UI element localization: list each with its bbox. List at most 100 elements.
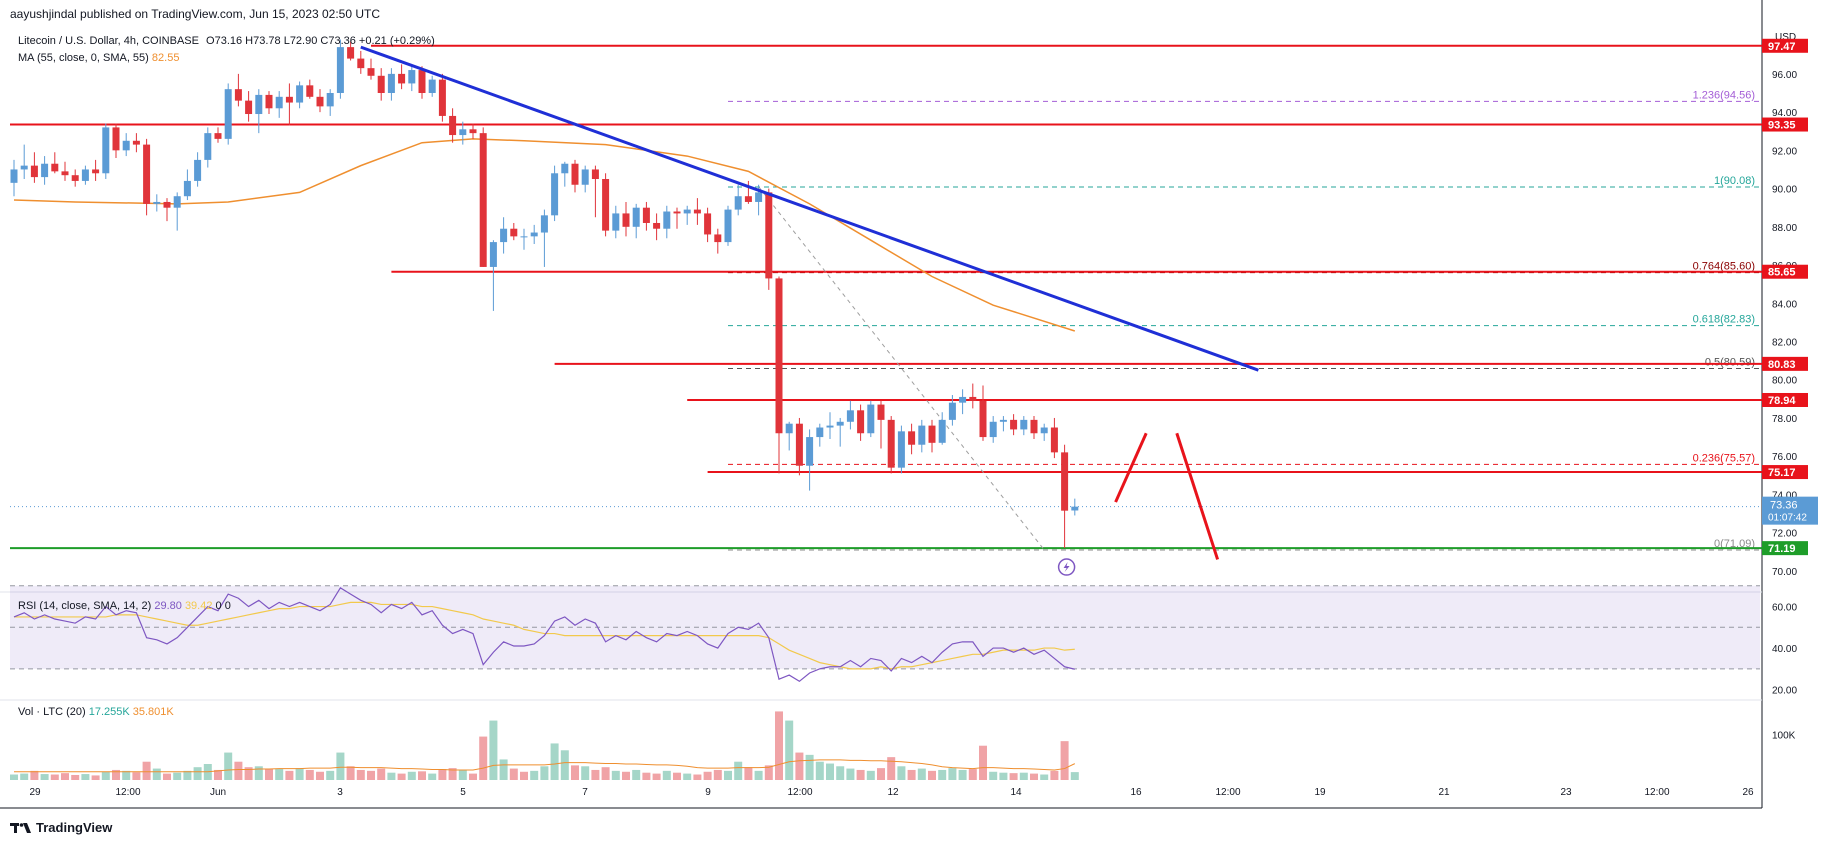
- volume-bar: [530, 770, 539, 780]
- level-price-badge: [1762, 465, 1808, 480]
- candle-body: [438, 79, 446, 116]
- volume-bar: [367, 770, 375, 780]
- candle-body: [41, 163, 49, 178]
- time-tick-label: 5: [460, 787, 466, 798]
- level-price-badge: [1762, 38, 1808, 53]
- candle-body: [387, 73, 395, 93]
- volume-bar: [1060, 741, 1069, 780]
- candle-body: [296, 85, 304, 103]
- candle-body: [132, 140, 140, 145]
- volume-bar: [856, 769, 865, 780]
- candle-body: [1030, 419, 1038, 434]
- volume-bar: [775, 711, 783, 780]
- volume-bar: [81, 774, 90, 780]
- volume-bar: [377, 768, 386, 780]
- bearish-trendline: [360, 45, 1259, 372]
- volume-legend-ma-value: 35.801K: [132, 706, 174, 718]
- volume-bar: [193, 767, 202, 780]
- volume-bar: [979, 745, 987, 780]
- volume-bar: [1009, 773, 1018, 780]
- volume-bar: [305, 769, 314, 780]
- time-tick-label: 3: [337, 787, 343, 798]
- volume-legend-label: Vol · LTC (20): [18, 706, 86, 718]
- candle-body: [663, 211, 671, 229]
- candle-body: [204, 133, 212, 160]
- current-price-badge: [1762, 496, 1818, 525]
- time-tick-label: 12:00: [1215, 787, 1240, 798]
- volume-bar: [275, 769, 284, 780]
- candle-body: [408, 70, 416, 84]
- rsi-legend: RSI (14, close, SMA, 14, 2) 29.80 39.42 …: [18, 600, 231, 612]
- volume-bar: [826, 763, 834, 780]
- candle-body: [347, 47, 355, 59]
- candle-body: [897, 431, 905, 468]
- volume-bar: [948, 768, 957, 780]
- time-tick-label: 12:00: [1644, 787, 1669, 798]
- candle-body: [591, 169, 599, 180]
- volume-bar: [693, 774, 702, 780]
- level-price-label: 71.19: [1768, 543, 1796, 555]
- volume-bar: [152, 768, 161, 780]
- volume-bar: [458, 769, 467, 780]
- volume-bar: [30, 770, 39, 780]
- time-tick-label: 29: [29, 787, 41, 798]
- volume-bar: [509, 768, 518, 780]
- price-tick-label: 90.00: [1772, 185, 1797, 196]
- volume-bar: [540, 766, 549, 780]
- time-tick-label: 23: [1560, 787, 1572, 798]
- candle-body: [520, 236, 528, 238]
- volume-bar: [989, 771, 998, 780]
- volume-tick-label: 100K: [1772, 730, 1796, 741]
- candle-body: [867, 404, 875, 434]
- candle-body: [153, 201, 161, 204]
- volume-bar: [713, 769, 722, 780]
- rsi-tick-label: 60.00: [1772, 603, 1797, 614]
- time-tick-label: 12:00: [787, 787, 812, 798]
- candle-body: [969, 396, 977, 401]
- ma-legend-label: MA (55, close, 0, SMA, 55): [18, 52, 149, 64]
- candle-body: [214, 133, 222, 139]
- volume-bar: [224, 752, 233, 780]
- rsi-tick-label: 20.00: [1772, 686, 1797, 697]
- projection-path-line: [1114, 432, 1148, 503]
- volume-bar: [764, 765, 773, 780]
- candle-body: [428, 79, 436, 93]
- candle-body: [367, 68, 375, 76]
- volume-bar: [785, 720, 794, 780]
- volume-bar: [71, 774, 80, 780]
- price-tick-label: 88.00: [1772, 223, 1797, 234]
- candle-body: [806, 437, 814, 466]
- candle-body: [724, 209, 732, 243]
- candle-body: [928, 425, 936, 443]
- volume-legend-value: 17.255K: [88, 706, 130, 718]
- volume-bar: [397, 773, 406, 780]
- volume-bar: [1040, 774, 1049, 780]
- price-tick-label: 96.00: [1772, 70, 1797, 81]
- candle-body: [979, 400, 987, 438]
- candle-body: [163, 201, 171, 208]
- candle-body: [489, 242, 497, 267]
- volume-bar: [673, 772, 681, 780]
- volume-bar: [897, 766, 906, 780]
- volume-bar: [703, 771, 712, 780]
- fib-level-label: 1.236(94.56): [1693, 89, 1755, 101]
- level-price-badge: [1762, 117, 1808, 132]
- volume-bar: [1019, 772, 1028, 780]
- candle-body: [887, 419, 895, 468]
- candle-body: [571, 163, 579, 185]
- volume-bar: [346, 766, 355, 780]
- candle-body: [673, 211, 681, 214]
- candle-body: [357, 58, 365, 69]
- candle-body: [51, 163, 59, 172]
- fib-level-label: 0(71.09): [1714, 538, 1755, 550]
- volume-bar: [356, 769, 365, 780]
- level-price-label: 85.65: [1768, 267, 1796, 279]
- candle-body: [693, 209, 701, 214]
- candle-body: [194, 159, 202, 181]
- candle-body: [265, 94, 273, 109]
- candle-body: [704, 213, 712, 235]
- candle-body: [102, 127, 110, 174]
- volume-bar: [642, 772, 651, 780]
- fib-level-label: 1(90.08): [1714, 175, 1755, 187]
- volume-bar: [336, 752, 345, 780]
